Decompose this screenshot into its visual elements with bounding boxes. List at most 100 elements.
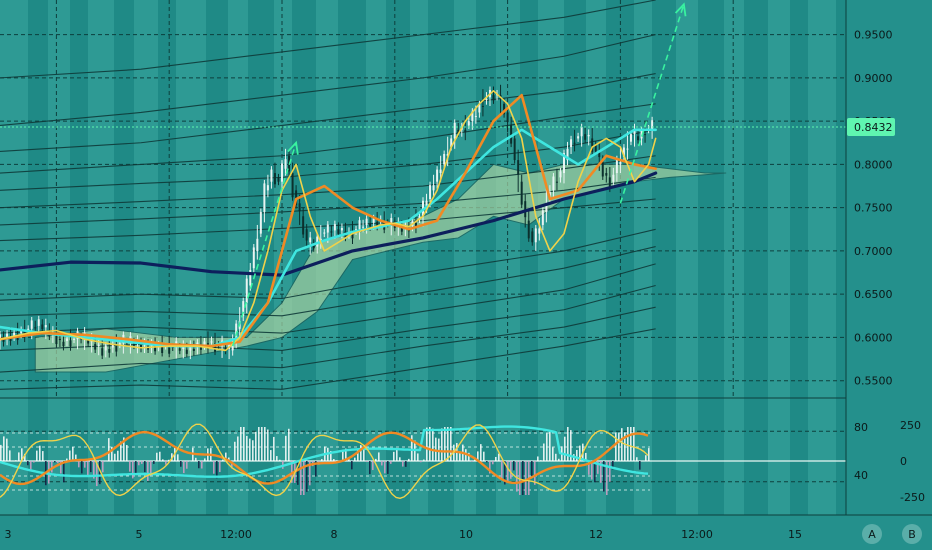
candle-body (513, 138, 516, 161)
osc-hist-bar (93, 461, 95, 479)
osc-hist-bar (186, 461, 188, 469)
candle-body (277, 177, 280, 182)
scale-button[interactable] (902, 524, 922, 544)
osc-hist-bar (9, 450, 11, 461)
osc-hist-bar (267, 429, 269, 461)
band (808, 0, 836, 515)
osc-hist-bar (522, 461, 524, 495)
forecast-arrow-head (674, 2, 687, 17)
osc-line-orange (0, 430, 649, 486)
time-label: 15 (788, 528, 802, 541)
price-tick-label: 0.7000 (854, 245, 893, 258)
candle-body (358, 220, 361, 230)
time-axis: 3 5 12:00 8 10 12 12:00 15 A B (0, 514, 932, 550)
price-axis: 0.95000.90000.85000.80000.75000.70000.65… (845, 0, 932, 550)
candle-body (492, 95, 495, 101)
price-label: 0.8432 (854, 121, 893, 134)
osc-hist-bar (516, 461, 518, 492)
candle-body (104, 345, 107, 351)
candle-body (312, 244, 315, 249)
time-label: 12:00 (220, 528, 252, 541)
scale-button-label: A (868, 528, 876, 541)
osc-hist-bar (549, 431, 551, 461)
osc-hist-bar (612, 461, 614, 470)
osc-hist-bar (57, 461, 59, 464)
candle-body (506, 112, 509, 122)
candle-body (337, 229, 340, 234)
osc-hist-bar (288, 428, 290, 461)
osc-hist-bar (609, 461, 611, 482)
osc-hist-bar (606, 461, 608, 495)
osc-hist-bar (15, 460, 17, 461)
osc-hist-bar (591, 461, 593, 480)
candle-body (400, 227, 403, 232)
candle-body (446, 154, 449, 156)
candle-body (559, 171, 562, 178)
osc-hist-bar (531, 461, 533, 476)
osc-hist-bar (153, 461, 155, 464)
osc-hist-bar (585, 452, 587, 461)
candle-body (62, 341, 65, 347)
candle-body (58, 338, 61, 341)
time-label: 12:00 (681, 528, 713, 541)
osc-hist-bar (81, 461, 83, 474)
candle-body (594, 144, 597, 152)
candle-body (651, 120, 654, 129)
candle-body (598, 151, 601, 158)
candle-body (302, 216, 305, 235)
candle-body (284, 159, 287, 169)
ema-fast-line (0, 90, 657, 352)
osc-hist-bar (477, 451, 479, 461)
candle-body (140, 344, 142, 349)
candle-body (340, 227, 343, 231)
band (724, 0, 744, 515)
osc-hist-bar (354, 457, 356, 461)
candle-body (13, 332, 16, 336)
candle-body (584, 134, 587, 140)
osc-hist-bar (222, 459, 224, 461)
candle-body (249, 269, 252, 286)
osc-hist-bar (378, 452, 380, 461)
scale-button[interactable] (862, 524, 882, 544)
osc-hist-bar (231, 461, 233, 469)
candle-body (608, 177, 611, 189)
candle-body (545, 205, 548, 212)
osc-hist-bar (393, 451, 395, 461)
envelope-upper (0, 155, 656, 209)
osc-hist-bar (351, 461, 353, 470)
candle-body (541, 210, 544, 225)
osc-hist-bar (363, 449, 365, 461)
candle-body (485, 99, 488, 101)
osc-hist-bar (204, 458, 206, 461)
osc-hist-bar (0, 444, 2, 461)
osc-hist-bar (24, 453, 26, 461)
osc-hist-bar (90, 461, 92, 473)
candle-body (436, 169, 439, 182)
osc-hist-bar (144, 461, 146, 473)
candle-body (259, 211, 262, 234)
osc-left-tick: 80 (854, 421, 868, 434)
candle-body (577, 136, 580, 139)
envelope-lower (0, 228, 656, 301)
candle-body (224, 347, 227, 351)
candle-body (161, 346, 164, 354)
candle-body (55, 335, 58, 345)
osc-right-tick: 250 (900, 419, 921, 432)
osc-hist-bar (123, 437, 125, 461)
osc-hist-bar (621, 428, 623, 461)
osc-hist-bar (321, 459, 323, 461)
candle-body (245, 278, 248, 303)
candle-body (580, 127, 583, 137)
oscillator-pane (0, 397, 932, 499)
osc-hist-bar (3, 436, 5, 461)
band (0, 0, 28, 515)
osc-hist-bar (21, 448, 23, 461)
osc-hist-bar (213, 461, 215, 474)
osc-hist-bar (513, 461, 515, 471)
candle-body (168, 346, 171, 354)
osc-hist-bar (225, 452, 227, 461)
osc-hist-bar (408, 458, 410, 461)
candle-body (552, 176, 555, 191)
candle-body (517, 160, 520, 175)
